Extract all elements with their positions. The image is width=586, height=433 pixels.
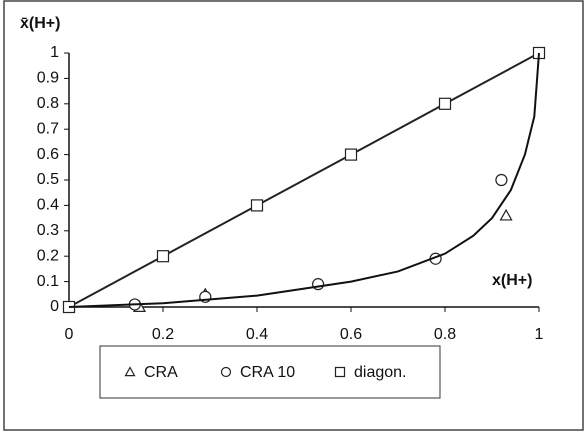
x-axis-label: x(H+) xyxy=(492,272,532,289)
y-tick-label: 1 xyxy=(50,44,59,61)
legend-label: diagon. xyxy=(354,364,407,381)
frame xyxy=(3,0,584,431)
y-tick-label: 0.7 xyxy=(37,120,59,137)
series-line xyxy=(68,52,540,308)
y-tick-label: 0.5 xyxy=(37,171,59,188)
x-tick-label: 0.2 xyxy=(152,326,174,343)
legend-box xyxy=(99,345,441,399)
y-axis-label: x̄(H+) xyxy=(20,15,60,32)
x-tick-label: 0.8 xyxy=(434,326,456,343)
data-point xyxy=(499,208,513,221)
data-point xyxy=(250,199,264,212)
legend-symbol xyxy=(220,366,232,378)
data-point xyxy=(438,97,452,110)
y-tick-label: 0.3 xyxy=(37,222,59,239)
x-tick-label: 0.6 xyxy=(340,326,362,343)
legend-label: CRA xyxy=(144,364,178,381)
y-tick-label: 0.9 xyxy=(37,70,59,87)
y-tick-label: 0.6 xyxy=(37,146,59,163)
x-tick-label: 1 xyxy=(535,326,544,343)
legend-symbol xyxy=(124,366,136,377)
y-tick-label: 0.8 xyxy=(37,95,59,112)
legend-label: CRA 10 xyxy=(240,364,295,381)
x-tick-label: 0.4 xyxy=(246,326,268,343)
y-tick-label: 0.4 xyxy=(37,197,59,214)
y-tick-label: 0 xyxy=(50,298,59,315)
x-tick-label: 0 xyxy=(65,326,74,343)
y-tick-label: 0.1 xyxy=(37,273,59,290)
y-tick-label: 0.2 xyxy=(37,247,59,264)
fit-curve xyxy=(68,52,540,308)
legend-symbol xyxy=(334,366,346,378)
data-point xyxy=(495,173,508,187)
data-point xyxy=(156,250,170,263)
data-point xyxy=(344,148,358,161)
